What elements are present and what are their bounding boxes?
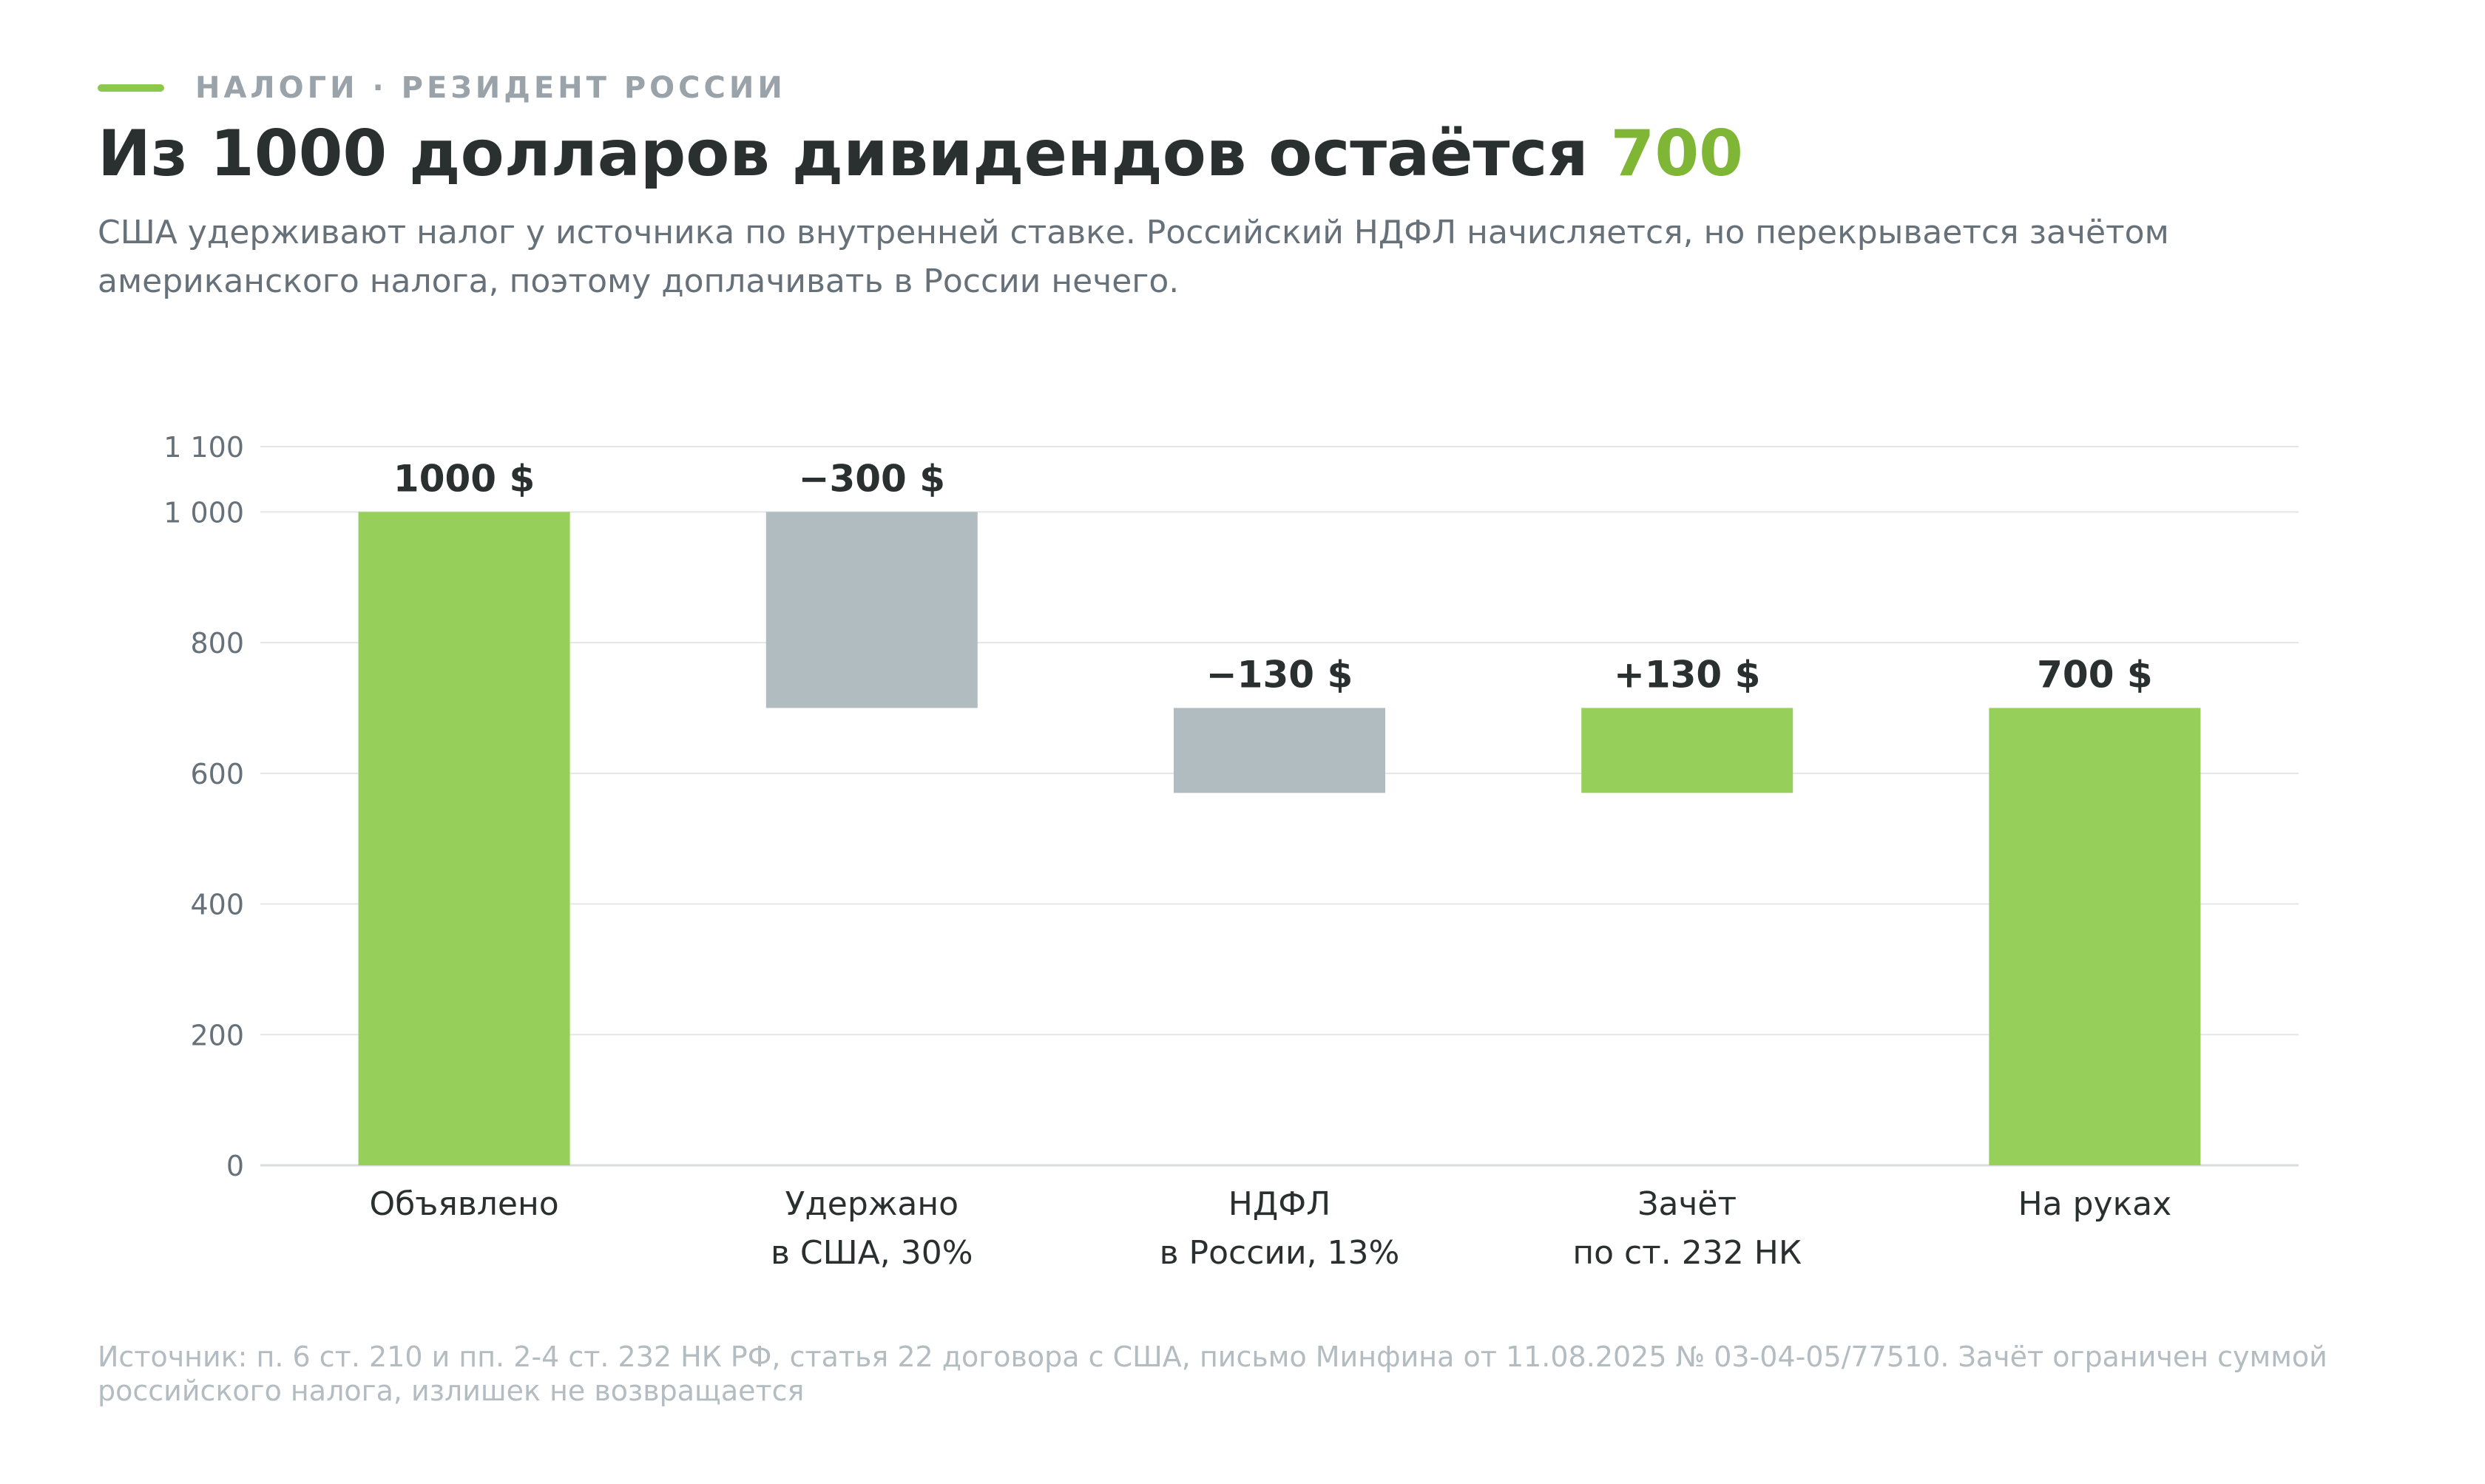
bar-value-label: 1000 $ — [393, 457, 535, 500]
x-category-label: На руках — [2018, 1185, 2172, 1223]
title-main: Из 1000 долларов дивидендов остаётся — [98, 117, 1611, 191]
bar — [1581, 708, 1793, 793]
y-tick-label: 1 100 — [163, 431, 244, 464]
bar-value-label: −300 $ — [799, 457, 945, 500]
eyebrow-label: НАЛОГИ · РЕЗИДЕНТ РОССИИ — [195, 71, 786, 105]
bar-value-label: 700 $ — [2037, 653, 2153, 696]
x-category-label: в России, 13% — [1160, 1234, 1400, 1272]
y-tick-label: 200 — [190, 1019, 244, 1051]
title-accent-value: 700 — [1610, 117, 1744, 191]
x-category-label: Объявлено — [370, 1185, 559, 1223]
x-category-label: Зачёт — [1637, 1185, 1737, 1223]
bar-value-label: +130 $ — [1614, 653, 1760, 696]
y-tick-label: 800 — [190, 627, 244, 660]
bar-value-label: −130 $ — [1206, 653, 1353, 696]
bar — [1174, 708, 1385, 793]
bar — [1989, 708, 2201, 1165]
page-subtitle: США удерживают налог у источника по внут… — [98, 214, 2169, 300]
x-category-label: НДФЛ — [1228, 1185, 1331, 1223]
page-title: Из 1000 долларов дивидендов остаётся 700 — [98, 117, 1743, 191]
y-tick-label: 600 — [190, 758, 244, 790]
source-note: Источник: п. 6 ст. 210 и пп. 2-4 ст. 232… — [98, 1341, 2327, 1407]
y-tick-label: 400 — [190, 889, 244, 921]
bar — [358, 512, 570, 1165]
x-category-label: в США, 30% — [771, 1234, 973, 1272]
eyebrow-accent-line — [98, 84, 164, 92]
x-category-label: по ст. 232 НК — [1572, 1234, 1802, 1272]
y-tick-label: 0 — [226, 1150, 244, 1182]
bar — [765, 512, 978, 708]
x-category-label: Удержано — [785, 1185, 959, 1223]
eyebrow: НАЛОГИ · РЕЗИДЕНТ РОССИИ — [98, 71, 786, 105]
y-tick-label: 1 000 — [163, 496, 244, 529]
